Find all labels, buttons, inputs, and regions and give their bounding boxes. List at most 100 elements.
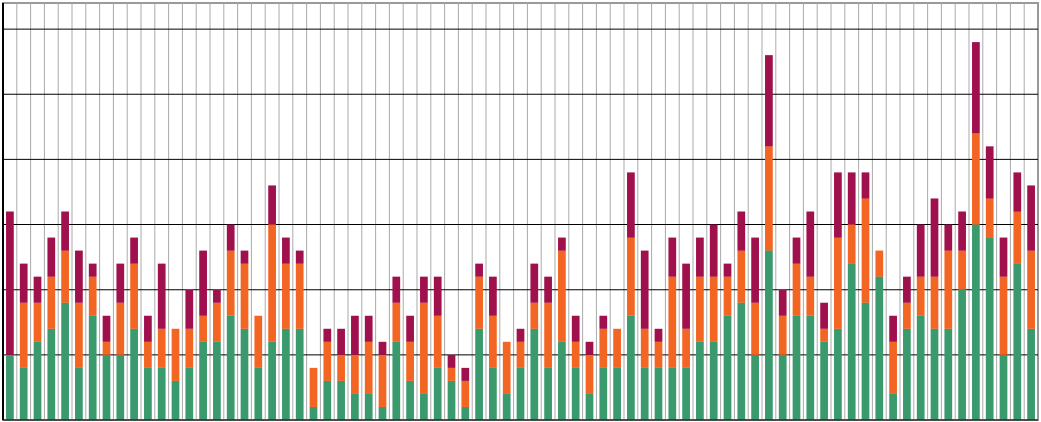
bar-segment — [420, 393, 428, 420]
bar-segment — [447, 367, 456, 381]
bar-segment — [654, 328, 663, 342]
bar-segment — [972, 224, 980, 420]
bar-segment — [834, 172, 842, 238]
bar-segment — [668, 237, 677, 277]
bar-segment — [903, 302, 911, 329]
bar-segment — [558, 237, 566, 251]
bar-segment — [102, 341, 111, 355]
bar-segment — [585, 341, 594, 355]
bar-segment — [502, 341, 511, 394]
bar-segment — [378, 341, 387, 355]
bar-segment — [889, 341, 897, 394]
bar-segment — [433, 276, 442, 316]
bar-segment — [226, 315, 235, 420]
bar-segment — [544, 367, 552, 420]
bar-segment — [916, 224, 925, 277]
bar-segment — [627, 172, 635, 238]
bar-segment — [157, 328, 166, 368]
bar-segment — [751, 354, 759, 420]
bar-segment — [6, 354, 14, 420]
bar-segment — [723, 263, 732, 277]
bar-segment — [861, 172, 870, 199]
bar-segment — [392, 302, 401, 342]
bar-segment — [585, 393, 594, 420]
bar-segment — [640, 250, 649, 329]
bar-segment — [613, 328, 621, 368]
bar-segment — [337, 328, 345, 355]
bar-segment — [544, 302, 552, 368]
bar-segment — [130, 263, 138, 329]
bar-segment — [847, 172, 856, 225]
bar-segment — [640, 328, 649, 368]
bar-segment — [213, 289, 221, 303]
bar-segment — [972, 133, 980, 225]
bar-segment — [295, 263, 304, 329]
bar-segment — [337, 380, 345, 420]
bar-segment — [571, 315, 580, 342]
bar-segment — [144, 341, 152, 368]
bar-segment — [765, 55, 773, 147]
bar-segment — [420, 276, 428, 303]
bar-segment — [682, 328, 690, 368]
bar-segment — [985, 198, 994, 238]
bar-segment — [268, 185, 276, 225]
bar-segment — [144, 367, 152, 420]
bar-segment — [792, 237, 801, 264]
bar-segment — [668, 276, 677, 368]
bar-segment — [999, 354, 1008, 420]
bar-segment — [116, 302, 125, 355]
bar-segment — [861, 302, 870, 420]
bar-segment — [61, 302, 69, 420]
bar-segment — [19, 367, 28, 420]
bar-segment — [433, 315, 442, 368]
bar-segment — [323, 341, 332, 381]
bar-segment — [102, 315, 111, 342]
bar-segment — [144, 315, 152, 342]
bar-segment — [47, 237, 56, 277]
bar-segment — [351, 315, 359, 355]
bar-segment — [88, 276, 97, 316]
bar-segment — [709, 341, 718, 420]
bar-segment — [240, 250, 249, 264]
bar-segment — [820, 341, 828, 420]
bar-segment — [475, 328, 483, 420]
bar-segment — [806, 211, 815, 277]
bar-segment — [213, 302, 221, 342]
bar-segment — [433, 367, 442, 420]
bar-segment — [682, 367, 690, 420]
bar-segment — [461, 406, 470, 420]
bar-segment — [19, 263, 28, 303]
bar-segment — [696, 276, 704, 342]
bar-segment — [696, 341, 704, 420]
bar-segment — [834, 328, 842, 420]
bar-segment — [903, 328, 911, 420]
bar-segment — [723, 276, 732, 316]
bar-segment — [33, 276, 42, 303]
bar-segment — [282, 263, 290, 329]
bar-segment — [268, 224, 276, 342]
bar-segment — [364, 341, 373, 394]
bar-segment — [213, 341, 221, 420]
bar-segment — [723, 315, 732, 420]
bar-segment — [806, 315, 815, 420]
bar-segment — [185, 289, 194, 329]
bar-segment — [171, 380, 180, 420]
bar-segment — [461, 380, 470, 407]
bar-segment — [295, 328, 304, 420]
bar-segment — [199, 315, 207, 342]
bar-segment — [916, 315, 925, 420]
bar-segment — [1013, 211, 1022, 264]
bar-segment — [323, 328, 332, 342]
bar-segment — [392, 341, 401, 420]
bar-segment — [1027, 328, 1035, 420]
bar-segment — [737, 302, 746, 420]
bar-segment — [33, 341, 42, 420]
bar-segment — [406, 315, 414, 342]
bar-segment — [765, 250, 773, 420]
bar-segment — [185, 367, 194, 420]
bar-segment — [903, 276, 911, 303]
bar-segment — [226, 224, 235, 251]
bar-segment — [364, 315, 373, 342]
bar-segment — [392, 276, 401, 303]
